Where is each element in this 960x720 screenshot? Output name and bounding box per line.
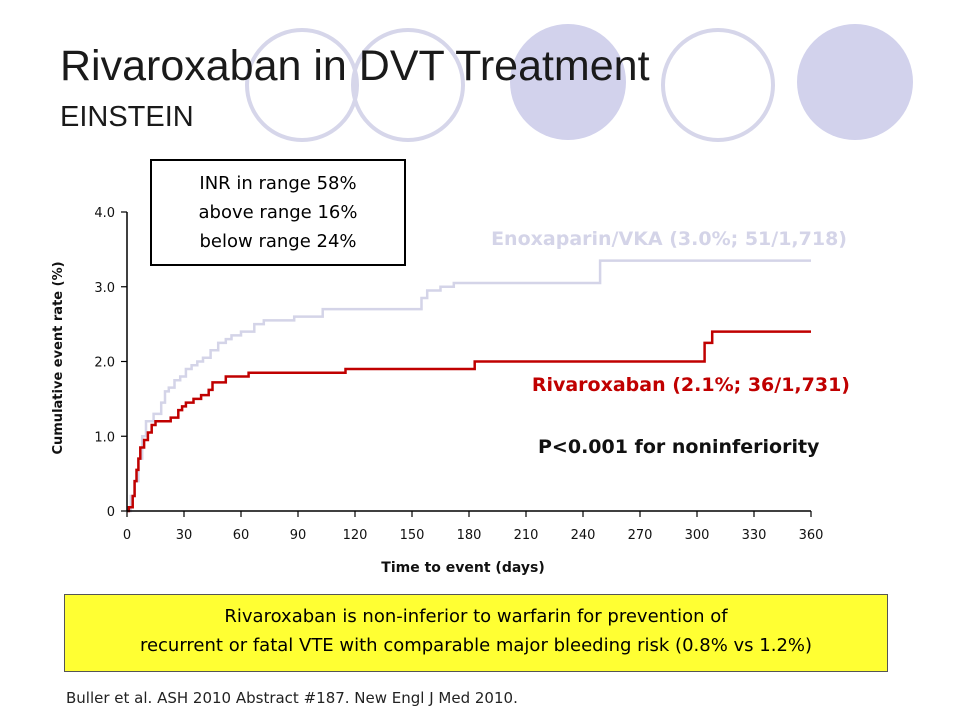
series-line-enoxaparin [127, 259, 811, 513]
x-tick-label: 360 [799, 528, 824, 543]
y-tick-label: 0 [107, 505, 115, 520]
decorative-circles [245, 24, 913, 142]
x-tick-label: 240 [571, 528, 596, 543]
decorative-circle [245, 28, 359, 142]
decorative-circle [797, 24, 913, 140]
series-label-rivaroxaban: Rivaroxaban (2.1%; 36/1,731) [532, 374, 850, 396]
decorative-circle [510, 24, 626, 140]
x-tick-label: 270 [628, 528, 653, 543]
p-value-annotation: P<0.001 for noninferiority [538, 436, 820, 458]
inr-above-range: above range 16% [198, 202, 358, 223]
inr-box: INR in range 58% above range 16% below r… [150, 159, 406, 266]
slide-title: Rivaroxaban in DVT Treatment [60, 42, 650, 90]
inr-in-range: INR in range 58% [199, 173, 357, 194]
x-tick-label: 90 [290, 528, 307, 543]
x-tick-label: 60 [233, 528, 250, 543]
summary-box: Rivaroxaban is non-inferior to warfarin … [64, 594, 888, 672]
summary-line-1: Rivaroxaban is non-inferior to warfarin … [224, 606, 728, 627]
decorative-circle [351, 28, 465, 142]
x-tick-label: 180 [457, 528, 482, 543]
km-chart: 0 30 60 90 120 150 180 210 240 270 300 330 360 0 1.0 2.… [51, 206, 850, 576]
x-axis-label: Time to event (days) [381, 560, 544, 576]
citation: Buller et al. ASH 2010 Abstract #187. Ne… [66, 689, 518, 707]
series-label-enoxaparin: Enoxaparin/VKA (3.0%; 51/1,718) [491, 228, 847, 250]
slide-subtitle: EINSTEIN [60, 101, 194, 133]
y-axis-label: Cumulative event rate (%) [51, 261, 66, 454]
x-tick-label: 300 [685, 528, 710, 543]
x-tick-label: 120 [343, 528, 368, 543]
y-tick-label: 1.0 [94, 430, 115, 445]
x-tick-label: 210 [514, 528, 539, 543]
y-tick-label: 4.0 [94, 206, 115, 221]
series-line-rivaroxaban [127, 330, 811, 513]
decorative-circle [661, 28, 775, 142]
x-tick-label: 30 [176, 528, 193, 543]
y-tick-label: 3.0 [94, 281, 115, 296]
summary-line-2: recurrent or fatal VTE with comparable m… [139, 635, 813, 656]
x-tick-label: 0 [123, 528, 131, 543]
y-tick-label: 2.0 [94, 356, 115, 371]
inr-below-range: below range 24% [199, 231, 357, 252]
x-tick-label: 330 [742, 528, 767, 543]
x-tick-label: 150 [400, 528, 425, 543]
